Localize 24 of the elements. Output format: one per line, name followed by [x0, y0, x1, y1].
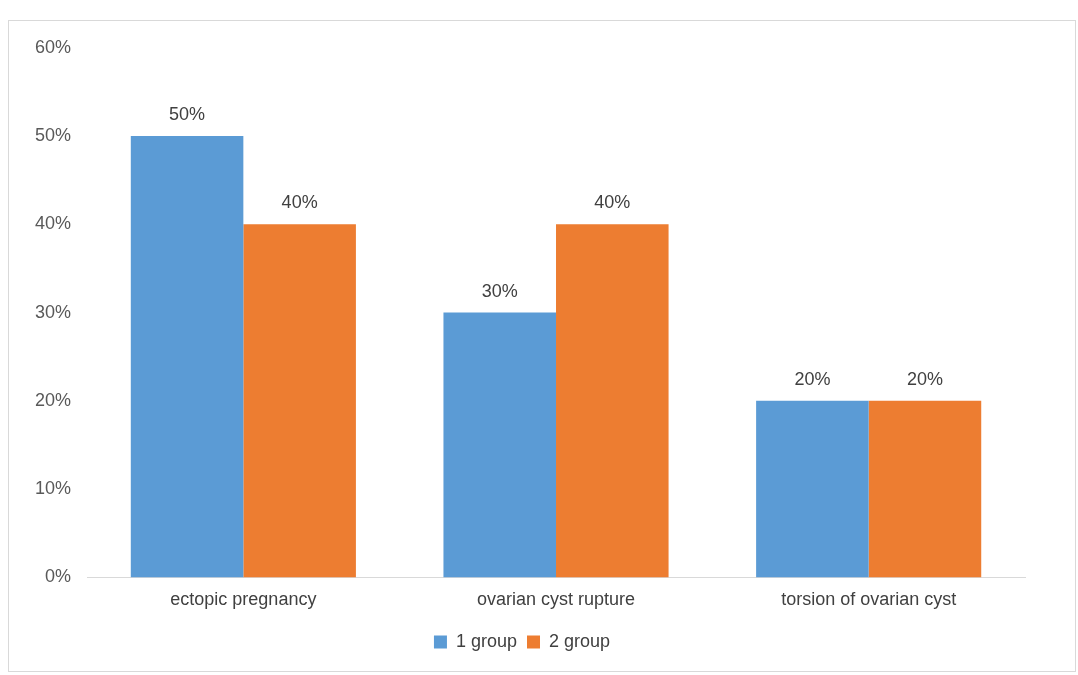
bar: [243, 224, 356, 578]
legend-label: 2 group: [549, 630, 611, 651]
y-tick-label: 30%: [35, 301, 72, 322]
data-label: 40%: [594, 192, 631, 213]
y-tick-label: 40%: [35, 213, 72, 234]
x-tick-label: torsion of ovarian cyst: [781, 589, 957, 610]
bar: [443, 312, 557, 578]
y-tick-label: 60%: [35, 36, 72, 57]
bar: [556, 224, 669, 578]
data-label: 30%: [481, 280, 518, 301]
bar: [868, 400, 982, 578]
bar: [130, 136, 244, 578]
y-tick-label: 50%: [35, 125, 72, 146]
bar: [756, 400, 869, 578]
data-label: 40%: [281, 192, 318, 213]
data-label: 50%: [169, 104, 206, 125]
x-tick-label: ectopic pregnancy: [170, 589, 317, 610]
data-label: 20%: [906, 368, 943, 389]
data-label: 20%: [794, 368, 831, 389]
y-tick-label: 0%: [45, 566, 72, 587]
x-tick-label: ovarian cyst rupture: [476, 589, 636, 610]
y-tick-label: 20%: [35, 389, 72, 410]
y-tick-label: 10%: [35, 478, 72, 499]
legend-label: 1 group: [455, 630, 518, 651]
